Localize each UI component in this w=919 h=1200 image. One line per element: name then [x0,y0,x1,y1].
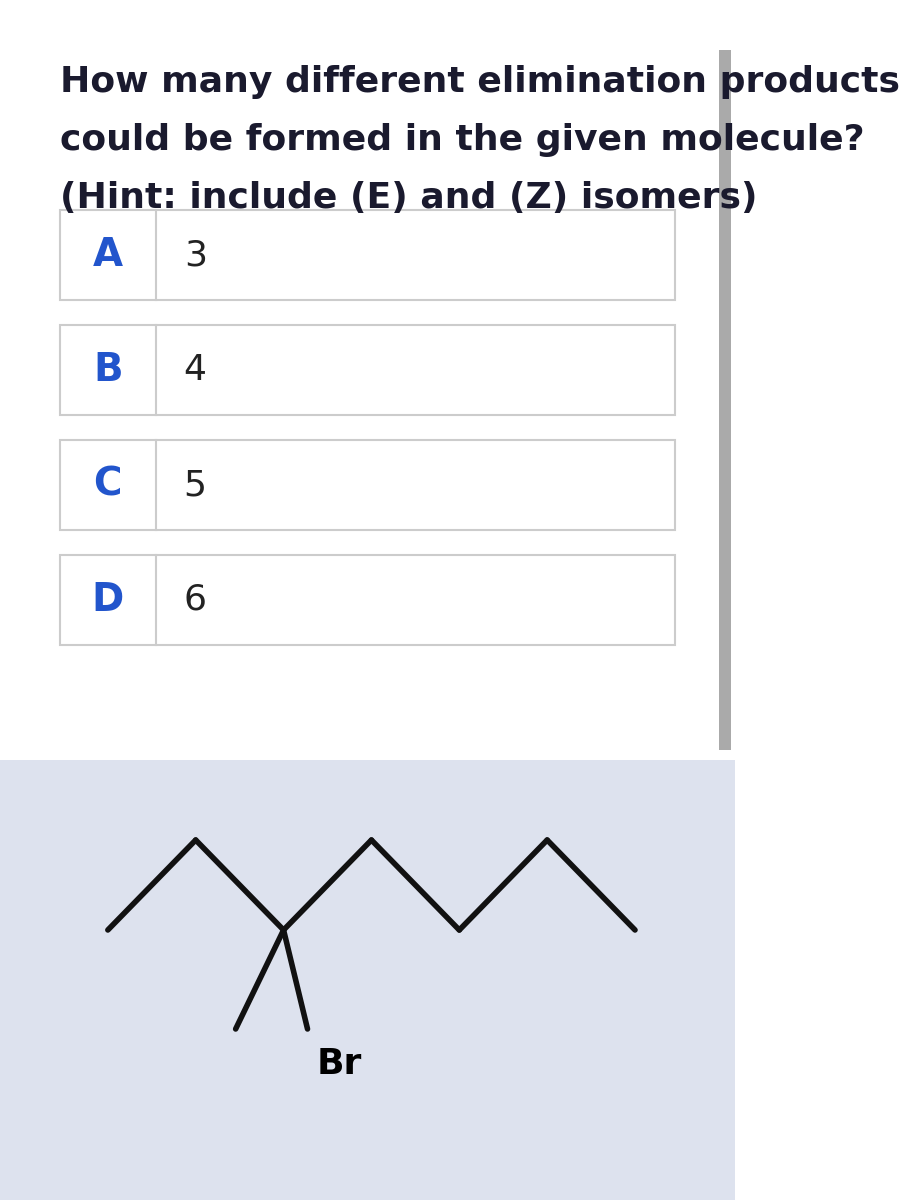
Text: B: B [93,350,122,389]
Text: A: A [93,236,123,274]
Text: 3: 3 [184,238,207,272]
Text: How many different elimination products: How many different elimination products [60,65,899,98]
Text: D: D [92,581,124,619]
Text: 5: 5 [184,468,207,502]
Text: 4: 4 [184,353,207,386]
Text: could be formed in the given molecule?: could be formed in the given molecule? [60,122,864,157]
Polygon shape [60,440,675,530]
Text: Br: Br [317,1046,362,1081]
Text: (Hint: include (E) and (Z) isomers): (Hint: include (E) and (Z) isomers) [60,181,756,215]
Polygon shape [60,554,675,646]
Text: C: C [94,466,122,504]
Text: 6: 6 [184,583,207,617]
Polygon shape [60,325,675,415]
Polygon shape [718,50,730,750]
Polygon shape [0,760,734,1200]
Polygon shape [60,210,675,300]
